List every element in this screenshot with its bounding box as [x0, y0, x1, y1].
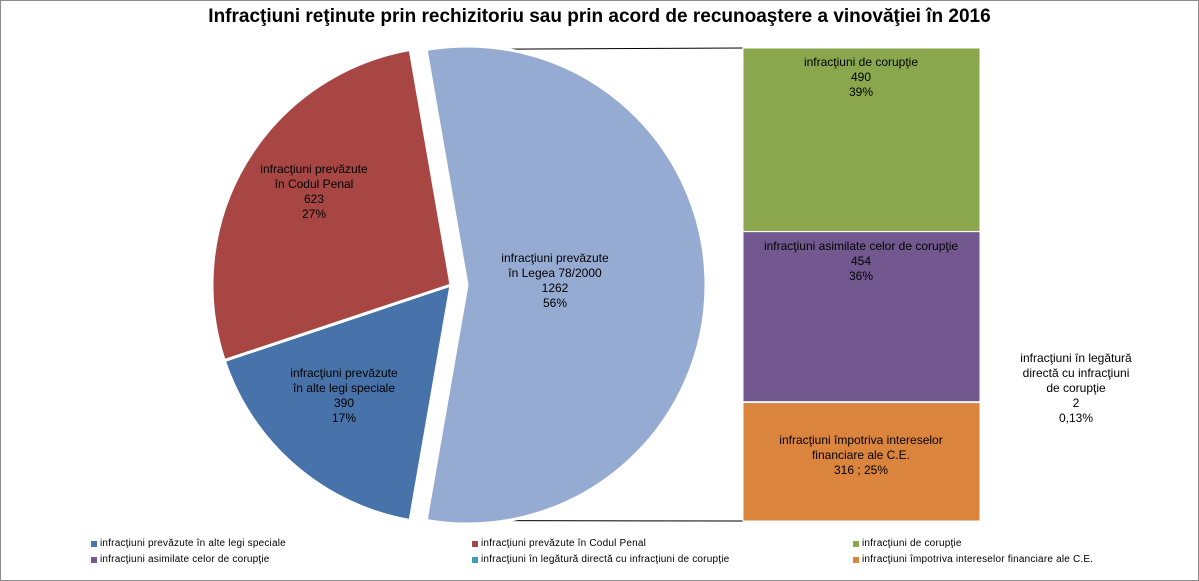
bar-segment-asimilate-label: infracţiuni asimilate celor de corupţie 4…	[764, 239, 958, 283]
legend-label: infracţiuni prevăzute în alte legi speci…	[100, 538, 286, 549]
legend-label: infracţiuni asimilate celor de corupţie	[100, 554, 270, 565]
legend-item: infracţiuni asimilate celor de corupţie	[91, 553, 270, 567]
legend-label: infracţiuni de corupţie	[862, 538, 962, 549]
pie-slice-legea-78-2000-label: infracţiuni prevăzute în Legea 78/2000 126…	[501, 251, 609, 310]
legend-label: infracţiuni în legătură directă cu infra…	[481, 554, 730, 565]
legend-swatch	[91, 557, 97, 563]
legend-label: infracţiuni împotriva intereselor financ…	[862, 554, 1094, 565]
bar-segment-legatura-directa-label: infracţiuni în legătură directă cu infrac…	[1020, 351, 1132, 425]
legend-item: infracţiuni prevăzute în alte legi speci…	[91, 537, 286, 551]
legend-swatch	[853, 541, 859, 547]
legend-item: infracţiuni prevăzute în Codul Penal	[472, 537, 646, 551]
pie-slice-codul-penal	[210, 47, 453, 363]
bar-segment-interese-financiare	[742, 402, 981, 522]
legend-item: infracţiuni împotriva intereselor financ…	[853, 553, 1093, 567]
bar-segment-coruptie-label: infracţiuni de corupţie 490 39%	[804, 55, 918, 99]
chart-title: Infracţiuni reţinute prin rechizitoriu s…	[208, 6, 991, 27]
legend-swatch	[472, 541, 478, 547]
bar-segment-asimilate	[742, 231, 981, 403]
bar-segment-interese-financiare-label: infracţiuni împotriva intereselor financi…	[779, 433, 942, 477]
pie-slice-codul-penal-label: infracţiuni prevăzute în Codul Penal 623 27…	[260, 162, 368, 221]
legend-item: infracţiuni în legătură directă cu infra…	[472, 553, 729, 567]
bar-segment-coruptie	[742, 47, 981, 233]
legend-swatch	[91, 541, 97, 547]
legend-swatch	[853, 557, 859, 563]
chart-legend: infracţiuni prevăzute în alte legi speci…	[0, 532, 1199, 578]
legend-item: infracţiuni de corupţie	[853, 537, 962, 551]
legend-label: infracţiuni prevăzute în Codul Penal	[481, 538, 647, 549]
pie-slice-legea-78-2000	[424, 44, 708, 526]
pie-slice-alte-legi-speciale-label: infracţiuni prevăzute în alte legi specia…	[290, 366, 398, 425]
legend-swatch	[472, 557, 478, 563]
pie-slice-alte-legi-speciale	[222, 282, 453, 523]
